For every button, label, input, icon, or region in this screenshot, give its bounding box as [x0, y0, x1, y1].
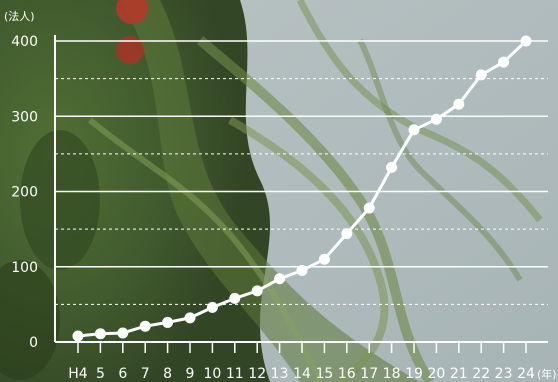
- x-tick-label: 15: [315, 366, 333, 382]
- data-point: [363, 202, 375, 214]
- data-point: [475, 69, 487, 81]
- data-point: [520, 35, 532, 47]
- x-axis-unit-label: (年): [537, 367, 557, 381]
- x-tick-label: 9: [186, 366, 195, 382]
- data-point: [386, 161, 398, 173]
- x-tick-labels: H4 5 6 7 8 9 10 11 12 13 14 15 16 17 18 19 20 21 22 23 24: [68, 342, 535, 382]
- y-tick-label: 0: [29, 335, 38, 351]
- y-tick-label: 200: [11, 185, 38, 201]
- x-tick-label: 19: [405, 366, 423, 382]
- data-point: [341, 228, 353, 240]
- x-tick-label: 20: [427, 366, 445, 382]
- x-tick-label: 10: [203, 366, 221, 382]
- data-points: [72, 35, 532, 342]
- x-tick-label: 22: [472, 366, 490, 382]
- x-tick-label: 5: [96, 366, 105, 382]
- x-tick-label: 21: [450, 366, 468, 382]
- x-tick-label: 23: [495, 366, 513, 382]
- x-tick-label: 8: [163, 366, 172, 382]
- data-point: [408, 124, 420, 136]
- x-tick-label: 11: [226, 366, 244, 382]
- x-tick-label: 6: [118, 366, 127, 382]
- data-point: [498, 56, 510, 68]
- y-tick-labels: 0 100 200 300 400: [11, 34, 38, 351]
- data-point: [94, 328, 106, 340]
- series-line: [77, 39, 528, 338]
- tomato-shape: [116, 36, 144, 64]
- data-point: [296, 265, 308, 277]
- data-point: [117, 327, 129, 339]
- x-tick-label: 17: [360, 366, 378, 382]
- x-tick-label: 18: [383, 366, 401, 382]
- minor-grid: [55, 78, 548, 305]
- data-point: [206, 301, 218, 313]
- y-tick-label: 400: [11, 34, 38, 50]
- data-point: [162, 316, 174, 328]
- y-tick-label: 300: [11, 109, 38, 125]
- data-point: [318, 253, 330, 265]
- data-point: [139, 320, 151, 332]
- axes: [54, 35, 548, 343]
- data-point: [251, 285, 263, 297]
- x-tick-label: 16: [338, 366, 356, 382]
- tomato-shape: [116, 0, 148, 24]
- data-point: [430, 113, 442, 125]
- x-tick-label: 7: [141, 366, 150, 382]
- data-point: [72, 330, 84, 342]
- y-tick-label: 100: [11, 260, 38, 276]
- data-point: [184, 312, 196, 324]
- x-tick-label: 14: [293, 366, 311, 382]
- data-point: [453, 98, 465, 110]
- data-point: [274, 273, 286, 285]
- data-point: [229, 292, 241, 304]
- x-tick-label: 13: [271, 366, 289, 382]
- x-tick-label: 12: [248, 366, 266, 382]
- x-tick-label: 24: [517, 366, 535, 382]
- x-tick-label: H4: [68, 366, 88, 382]
- y-axis-unit-label: (法人): [4, 9, 35, 23]
